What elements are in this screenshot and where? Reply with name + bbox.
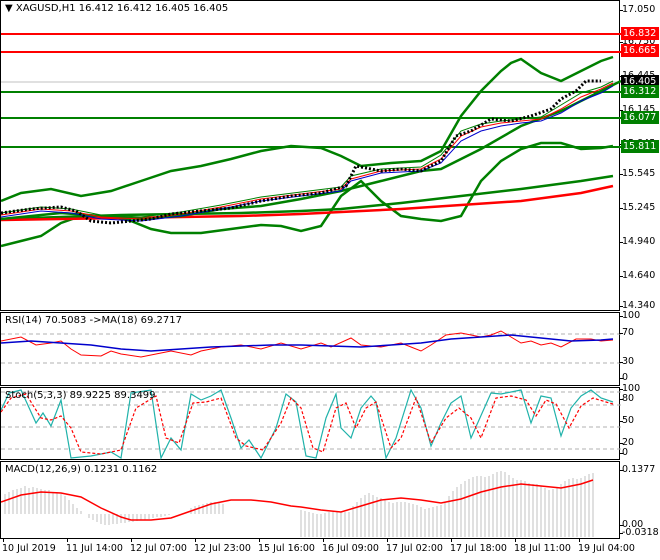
support-label: 15.811 xyxy=(621,140,659,153)
macd-pane[interactable]: MACD(12,26,9) 0.1231 0.1162 xyxy=(0,461,620,539)
y-tick: -0.0318 xyxy=(619,527,659,538)
rsi-chart-canvas xyxy=(1,330,621,364)
y-tick: 100 xyxy=(618,383,641,394)
support-label: 16.312 xyxy=(621,85,659,98)
resistance-label: 16.665 xyxy=(621,44,659,57)
y-tick: 15.545 xyxy=(618,168,656,179)
y-tick: 16.145 xyxy=(618,104,656,115)
y-tick: 14.640 xyxy=(618,270,656,281)
time-axis[interactable]: 10 Jul 2019 11 Jul 14:00 12 Jul 07:00 12… xyxy=(0,538,635,560)
rsi-title: RSI(14) 70.5083 ->MA(18) 69.2717 xyxy=(5,315,182,326)
main-price-pane[interactable]: ▼ XAGUSD,H1 16.412 16.412 16.405 16.405 xyxy=(0,0,621,311)
y-tick: 50 xyxy=(618,415,635,426)
triangle-down-icon[interactable]: ▼ xyxy=(5,3,13,14)
y-tick: 14.340 xyxy=(618,300,656,311)
chart-header: ▼ XAGUSD,H1 16.412 16.412 16.405 16.405 xyxy=(5,3,228,14)
stochastic-pane[interactable]: Stoch(5,3,3) 89.9225 89.3499 xyxy=(0,387,621,460)
support-label: 16.077 xyxy=(621,111,659,124)
y-tick: 20 xyxy=(618,437,635,448)
stochastic-title: Stoch(5,3,3) 89.9225 89.3499 xyxy=(5,390,156,401)
x-tick-label: 16 Jul 09:00 xyxy=(322,543,379,554)
x-tick-label: 11 Jul 14:00 xyxy=(66,543,123,554)
y-tick: 16.750 xyxy=(618,36,656,47)
x-tick-label: 17 Jul 02:00 xyxy=(386,543,443,554)
x-tick-label: 10 Jul 2019 xyxy=(2,543,56,554)
current-price-label: 16.405 xyxy=(621,75,659,88)
rsi-axis: 100 70 30 0 xyxy=(618,310,660,386)
macd-signal-line xyxy=(1,479,594,521)
x-tick-label: 18 Jul 11:00 xyxy=(514,543,571,554)
resistance-label: 16.832 xyxy=(621,27,659,40)
y-tick: 100 xyxy=(618,310,641,321)
rsi-pane[interactable]: RSI(14) 70.5083 ->MA(18) 69.2717 xyxy=(0,312,621,386)
y-tick: 0 xyxy=(618,447,629,458)
stochastic-chart-canvas xyxy=(1,388,621,460)
y-tick: 30 xyxy=(618,356,635,367)
x-tick-label: 17 Jul 18:00 xyxy=(450,543,507,554)
y-tick: 14.940 xyxy=(618,236,656,247)
x-tick-label: 12 Jul 07:00 xyxy=(130,543,187,554)
x-tick-label: 12 Jul 23:00 xyxy=(194,543,251,554)
y-tick: 15.245 xyxy=(618,202,656,213)
y-tick: 17.050 xyxy=(618,4,656,15)
macd-chart-canvas xyxy=(1,471,594,537)
symbol-title: XAGUSD,H1 16.412 16.412 16.405 16.405 xyxy=(15,3,229,14)
main-price-axis[interactable]: 17.050 16.750 16.445 16.145 15.845 15.54… xyxy=(618,0,660,311)
y-tick: 70 xyxy=(618,327,635,338)
price-chart-canvas xyxy=(1,33,621,248)
macd-title: MACD(12,26,9) 0.1231 0.1162 xyxy=(5,464,158,475)
macd-axis: 0.1377 0.00 -0.0318 xyxy=(618,461,660,539)
y-tick: 0.1377 xyxy=(618,464,656,475)
stochastic-axis: 100 80 50 20 0 xyxy=(618,383,660,460)
y-tick: 0 xyxy=(618,372,629,383)
x-tick-label: 15 Jul 16:00 xyxy=(258,543,315,554)
y-tick: 80 xyxy=(618,393,635,404)
y-tick: 0.00 xyxy=(618,519,644,530)
x-tick-label: 19 Jul 04:00 xyxy=(578,543,635,554)
macd-histogram xyxy=(4,471,594,537)
